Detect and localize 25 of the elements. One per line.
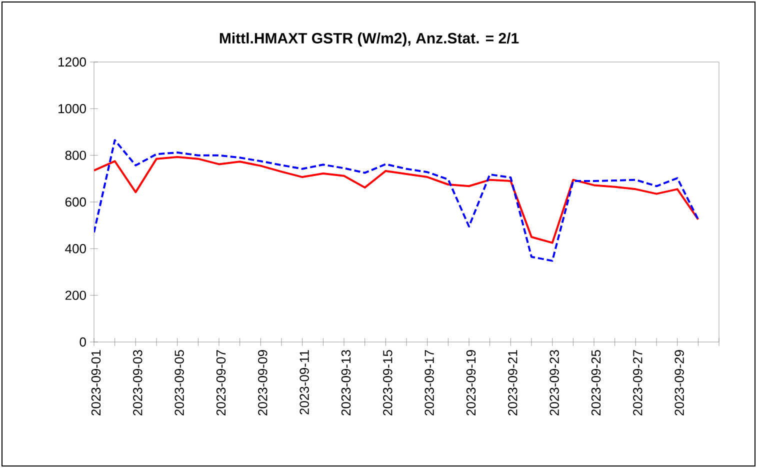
x-tick-label: 2023-09-03 [133,350,142,416]
y-tick-label: 600 [65,197,86,207]
y-tick-label: 1200 [58,57,86,67]
x-tick-label: 2023-09-11 [300,350,309,414]
x-tick-label: 2023-09-21 [508,350,518,416]
x-tick-label: 2023-09-27 [633,350,642,416]
y-tick-label: 400 [65,244,86,254]
chart-title: Mittl.HMAXT GSTR (W/m2), Anz.Stat. = 2/1 [220,32,519,46]
x-tick-label: 2023-09-29 [674,350,684,416]
x-tick-label: 2023-09-19 [466,350,476,416]
x-tick-label: 2023-09-23 [550,350,559,416]
x-tick-label: 2023-09-17 [424,350,434,416]
y-tick-label: 1000 [58,104,86,114]
line-series [94,156,700,244]
line-series [94,139,700,262]
x-tick-label: 2023-09-09 [258,350,268,416]
x-tick-label: 2023-09-25 [591,350,601,416]
y-tick-label: 200 [65,290,86,300]
x-tick-label: 2023-09-01 [91,350,101,416]
x-tick-label: 2023-09-05 [174,350,184,416]
x-tick-label: 2023-09-13 [341,350,351,416]
y-tick-label: 800 [65,150,86,160]
x-tick-label: 2023-09-07 [216,350,226,416]
x-tick-label: 2023-09-15 [383,350,392,416]
y-tick-label: 0 [80,337,86,347]
